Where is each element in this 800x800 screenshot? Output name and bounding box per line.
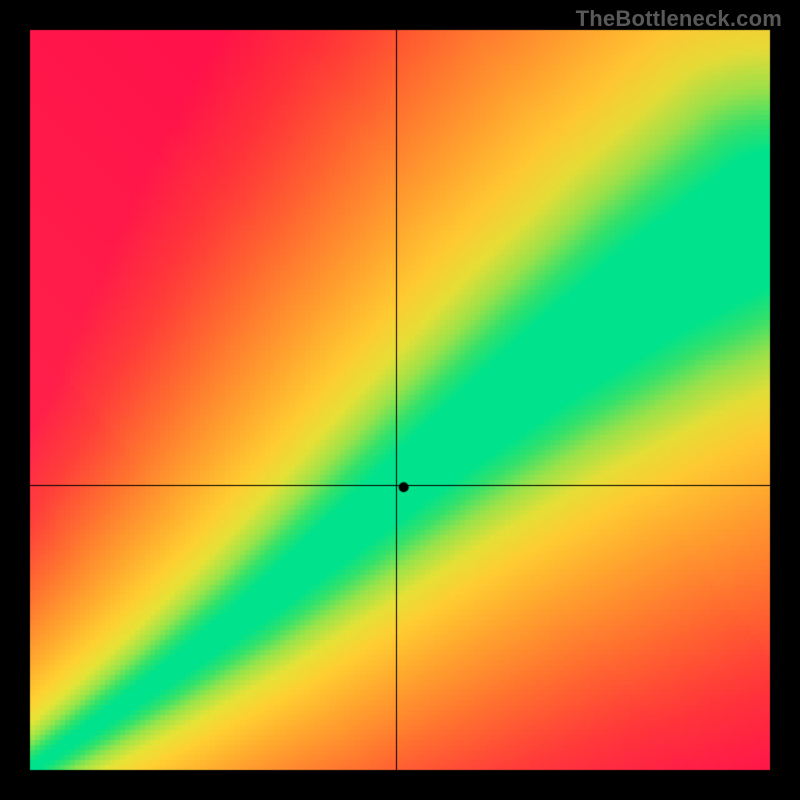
watermark-text: TheBottleneck.com <box>576 6 782 32</box>
bottleneck-heatmap <box>0 0 800 800</box>
chart-container: TheBottleneck.com <box>0 0 800 800</box>
